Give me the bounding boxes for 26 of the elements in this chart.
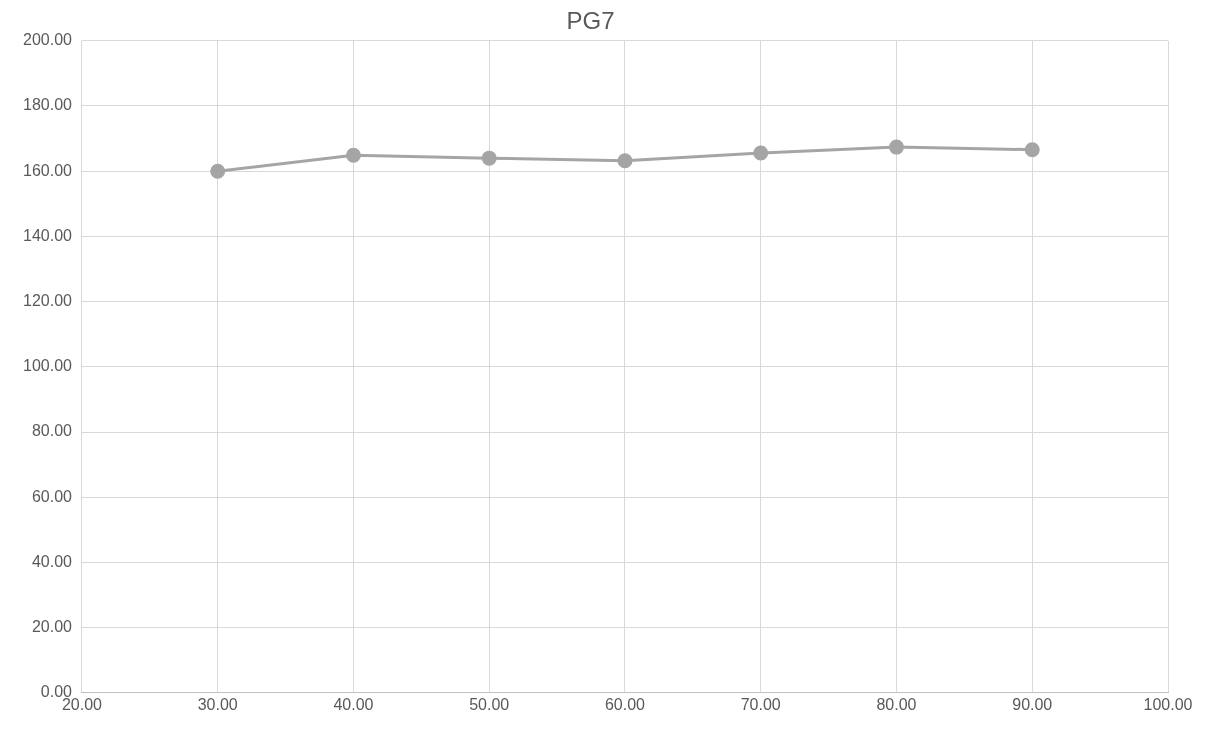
point	[345, 147, 361, 163]
point	[753, 145, 769, 161]
point	[1024, 142, 1040, 158]
x-tick-label: 80.00	[876, 695, 917, 713]
x-tick-label: 50.00	[469, 695, 510, 713]
chart-title: PG7	[566, 7, 615, 35]
y-tick-label: 60.00	[31, 487, 73, 505]
y-tick-label: 100.00	[23, 357, 73, 375]
x-tick-label: 100.00	[1143, 695, 1193, 713]
x-tick-label: 60.00	[604, 695, 646, 713]
y-tick-label: 20.00	[31, 618, 73, 636]
x-tick-label: 40.00	[333, 695, 374, 713]
point	[888, 139, 904, 155]
x-tick-label: 70.00	[740, 695, 781, 713]
x-tick-label: 90.00	[1012, 695, 1053, 713]
x-tick-label: 30.00	[197, 695, 238, 713]
point	[481, 150, 497, 166]
y-tick-label: 120.00	[23, 292, 73, 310]
point	[210, 163, 226, 179]
point	[617, 153, 633, 169]
y-tick-label: 80.00	[31, 422, 73, 440]
y-tick-label: 140.00	[23, 226, 73, 244]
y-tick-label: 200.00	[23, 31, 73, 49]
y-tick-label: 40.00	[31, 552, 73, 570]
y-tick-label: 180.00	[23, 96, 73, 114]
y-tick-label: 160.00	[23, 161, 73, 179]
